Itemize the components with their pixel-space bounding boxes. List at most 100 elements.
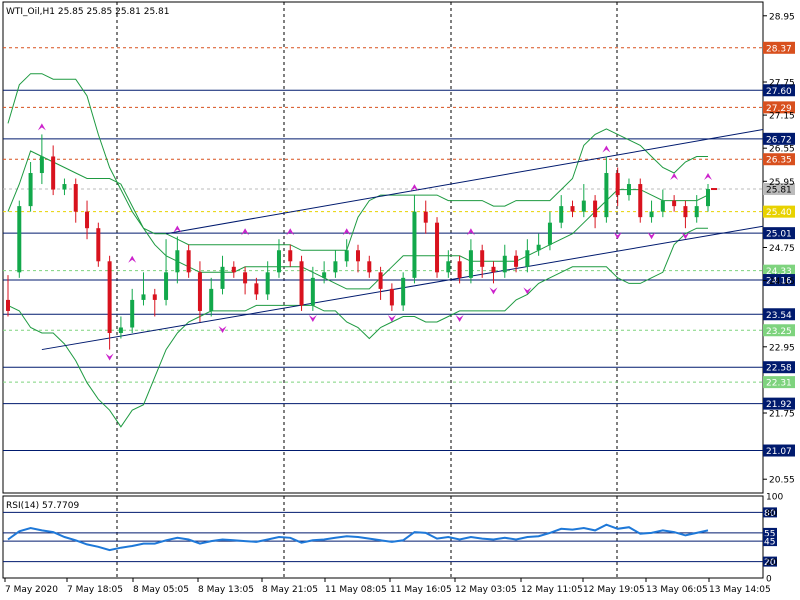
level-tag: 22.58 [763, 361, 795, 374]
candle [536, 233, 541, 256]
level-tag-box [763, 397, 795, 410]
candle [638, 178, 643, 223]
level-tag: 25.40 [763, 205, 795, 218]
candle [130, 288, 135, 334]
fractal-up-marker [602, 145, 611, 153]
level-tag-label: 23.54 [766, 311, 792, 321]
fractal-up-marker [173, 225, 182, 233]
candle-body [209, 288, 214, 311]
fractal-up-marker [37, 123, 46, 131]
fractal-down-marker [613, 232, 622, 240]
level-tag: 21.92 [763, 397, 795, 410]
candle [73, 178, 78, 223]
candle [333, 250, 338, 278]
candle [559, 195, 564, 229]
candle-body [85, 211, 90, 229]
candle-body [491, 266, 496, 273]
candle [62, 178, 67, 196]
candle-body [559, 206, 564, 223]
level-tag-label: 24.16 [766, 277, 792, 287]
price-axis-tick-label: 27.15 [769, 112, 795, 122]
level-tag-box [763, 324, 795, 337]
level-tag-label: 26.35 [766, 156, 792, 166]
candle-body [175, 250, 180, 273]
time-axis-tick-label: 8 May 05:05 [133, 585, 189, 595]
time-axis-tick-label: 8 May 21:05 [262, 585, 318, 595]
time-axis-tick-label: 11 May 08:05 [325, 585, 387, 595]
price-axis-tick-label: 24.75 [769, 244, 795, 254]
fractal-up-marker [286, 228, 295, 236]
candle [107, 255, 112, 350]
time-axis-tick-label: 13 May 06:05 [646, 585, 708, 595]
level-tag-box [763, 84, 795, 97]
level-tag: 23.25 [763, 324, 795, 337]
fractal-up-marker [704, 173, 712, 181]
level-tag-label: 24.33 [766, 267, 792, 277]
candle [243, 266, 248, 295]
time-axis-tick-label: 7 May 18:05 [67, 585, 123, 595]
rsi-line [7, 523, 709, 552]
level-tag-box [763, 205, 795, 218]
candle-body [141, 294, 146, 300]
candle [141, 272, 146, 306]
candle-body [604, 173, 609, 218]
level-tag-box [763, 376, 795, 389]
candle [525, 239, 530, 273]
level-tag-label: 27.60 [766, 87, 792, 97]
candle-body [322, 272, 327, 278]
price-axis-tick-label: 25.95 [769, 178, 795, 188]
fractal-up-marker [241, 228, 250, 236]
candle-body [39, 156, 44, 174]
candle-body [265, 272, 270, 295]
candle [6, 275, 10, 317]
time-axis-tick-label: 8 May 13:05 [198, 585, 254, 595]
candle-body [333, 261, 338, 273]
level-tag-label: 28.37 [766, 44, 792, 54]
fractal-up-marker [466, 228, 475, 236]
candle-body [6, 299, 10, 311]
level-tag: 26.35 [763, 153, 795, 166]
level-tag-box [763, 361, 795, 374]
candle [254, 277, 259, 300]
level-tag-label: 27.29 [766, 104, 792, 114]
candle-body [164, 272, 169, 300]
candle [480, 244, 485, 278]
candle-body [17, 206, 22, 273]
candle [378, 266, 383, 300]
candle [356, 244, 360, 273]
rsi-axis-tick-label: 0 [766, 575, 772, 585]
candle-body [51, 156, 56, 190]
rsi-panel [2, 495, 764, 579]
price-panel [2, 1, 764, 494]
rsi-level-tag-box [763, 536, 777, 547]
candle-body [581, 200, 586, 212]
level-tag-box [763, 101, 795, 114]
candle [660, 189, 665, 218]
candle-body [615, 173, 620, 196]
price-axis-tick-label: 20.55 [769, 476, 795, 486]
candle-body [457, 261, 462, 278]
level-tag: 21.07 [763, 444, 795, 457]
level-tag: 24.16 [763, 274, 795, 287]
level-tag-label: 21.07 [766, 447, 792, 457]
level-tag: 27.29 [763, 101, 795, 114]
candle-body [378, 272, 383, 289]
fractal-up-marker [342, 228, 351, 236]
candle [412, 195, 417, 284]
level-tag: 25.01 [763, 227, 795, 240]
candle-body [276, 250, 281, 273]
candle-body [660, 200, 665, 212]
candle [322, 261, 327, 284]
rsi-level-tag: 20 [763, 556, 777, 568]
candle-body [344, 250, 349, 262]
level-tag: 22.31 [763, 376, 795, 389]
bollinger-lower-line [7, 227, 708, 428]
level-tag-box [763, 308, 795, 321]
fractal-down-marker [308, 314, 317, 322]
candle [683, 200, 688, 229]
candle [514, 250, 519, 273]
candle [186, 244, 191, 278]
fractal-down-marker [387, 314, 396, 322]
candle [299, 255, 304, 311]
level-tag: 25.81 [763, 183, 795, 196]
